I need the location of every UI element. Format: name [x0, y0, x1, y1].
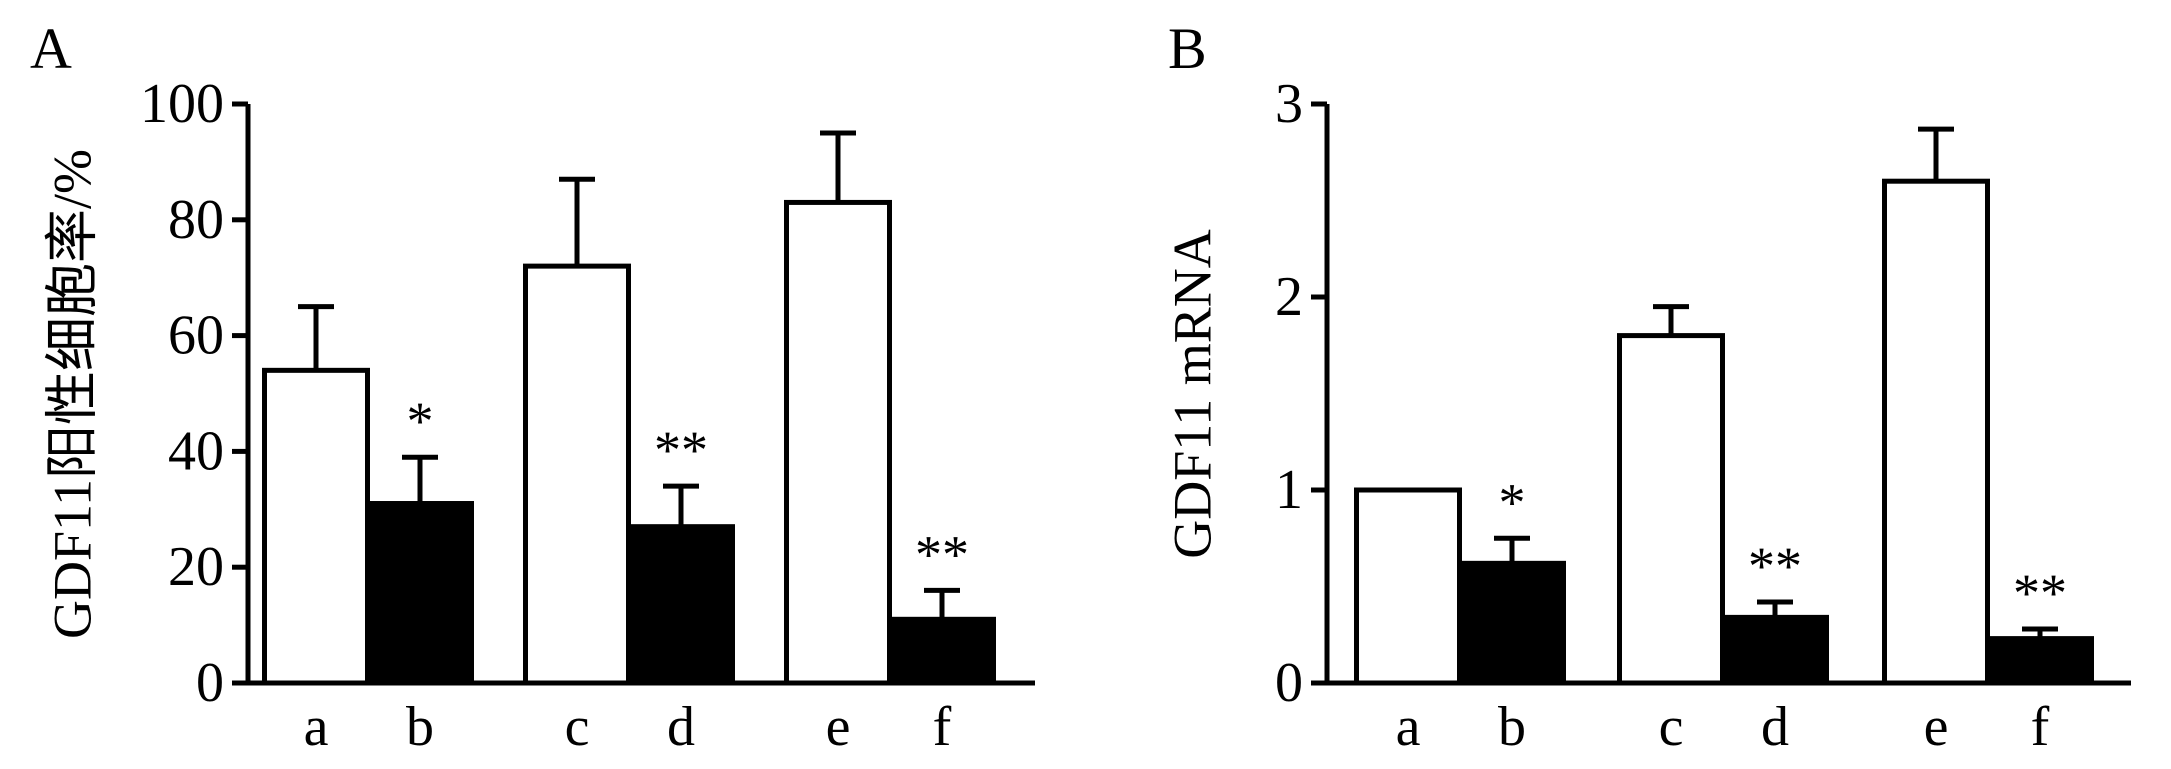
- y-tick-label: 100: [140, 73, 224, 135]
- significance-label-d: **: [1748, 536, 1802, 596]
- y-tick-label: 2: [1275, 266, 1303, 328]
- significance-label-f: **: [915, 524, 969, 584]
- x-category-label: f: [2031, 696, 2050, 758]
- bar-e: [784, 199, 892, 686]
- x-category-label: e: [1924, 696, 1949, 758]
- y-tick-label: 3: [1275, 73, 1303, 135]
- y-tick-label: 60: [168, 305, 224, 367]
- y-tick-label: 1: [1275, 459, 1303, 521]
- error-bar-b: [402, 454, 438, 504]
- bar-b: [1458, 560, 1566, 686]
- x-category-label: d: [667, 696, 695, 758]
- x-category-label: c: [565, 696, 590, 758]
- significance-label-b: *: [407, 391, 434, 451]
- significance-label-b: *: [1499, 472, 1526, 532]
- bar-e: [1882, 178, 1990, 686]
- y-tick-label: 0: [196, 652, 224, 714]
- x-category-label: d: [1761, 696, 1789, 758]
- error-bar-d: [663, 483, 699, 527]
- error-bar-f: [2022, 626, 2058, 639]
- panel-label: B: [1168, 16, 1207, 81]
- error-bar-c: [559, 176, 595, 267]
- error-bar-e: [1918, 126, 1954, 182]
- error-bar-f: [924, 587, 960, 620]
- y-tick-label: 20: [168, 536, 224, 598]
- y-tick-label: 40: [168, 420, 224, 482]
- x-category-label: c: [1659, 696, 1684, 758]
- y-axis-label: GDF11 mRNA: [1162, 229, 1222, 559]
- bar-d: [1721, 614, 1829, 686]
- panel-label: A: [30, 16, 72, 81]
- y-tick-label: 0: [1275, 652, 1303, 714]
- x-category-label: e: [826, 696, 851, 758]
- bar-a: [262, 367, 370, 686]
- y-tick-label: 80: [168, 189, 224, 251]
- bar-f: [888, 616, 996, 686]
- error-bar-a: [298, 304, 334, 371]
- x-category-label: a: [1396, 696, 1421, 758]
- bar-b: [366, 501, 474, 686]
- error-bar-c: [1653, 304, 1689, 336]
- significance-label-f: **: [2013, 563, 2067, 623]
- bar-d: [627, 524, 735, 686]
- x-category-label: f: [933, 696, 952, 758]
- bar-c: [1617, 333, 1725, 686]
- error-bar-e: [820, 130, 856, 203]
- x-category-label: b: [1498, 696, 1526, 758]
- x-category-label: a: [304, 696, 329, 758]
- bar-a: [1354, 487, 1462, 686]
- bar-c: [523, 263, 631, 686]
- significance-label-d: **: [654, 420, 708, 480]
- bar-f: [1986, 636, 2094, 686]
- y-axis-label: GDF11阳性细胞率/%: [42, 149, 102, 639]
- error-bar-b: [1494, 535, 1530, 564]
- x-category-label: b: [406, 696, 434, 758]
- error-bar-d: [1757, 599, 1793, 618]
